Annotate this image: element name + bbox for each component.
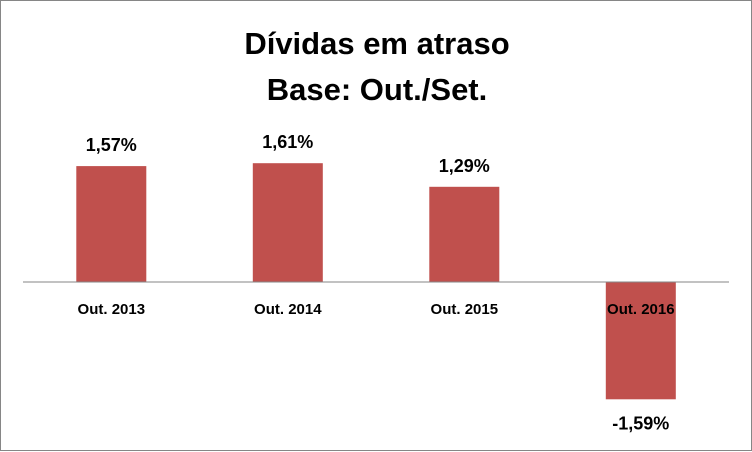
category-label-3: Out. 2016 bbox=[607, 301, 675, 318]
data-label-2: 1,29% bbox=[439, 156, 490, 176]
category-label-0: Out. 2013 bbox=[78, 301, 146, 318]
category-label-2: Out. 2015 bbox=[431, 301, 499, 318]
chart-subtitle: Base: Out./Set. bbox=[267, 72, 488, 107]
bar-3 bbox=[605, 282, 676, 400]
data-label-1: 1,61% bbox=[262, 132, 313, 152]
bars-layer bbox=[76, 163, 676, 400]
data-label-0: 1,57% bbox=[86, 135, 137, 155]
bar-2 bbox=[429, 186, 500, 282]
category-label-1: Out. 2014 bbox=[254, 301, 322, 318]
chart-title: Dívidas em atraso bbox=[244, 26, 509, 61]
bar-1 bbox=[252, 163, 323, 282]
labels-layer: 1,57% Out. 2013 1,61% Out. 2014 1,29% Out. 20… bbox=[78, 132, 675, 433]
bar-0 bbox=[76, 166, 147, 282]
data-label-3: -1,59% bbox=[612, 413, 669, 433]
